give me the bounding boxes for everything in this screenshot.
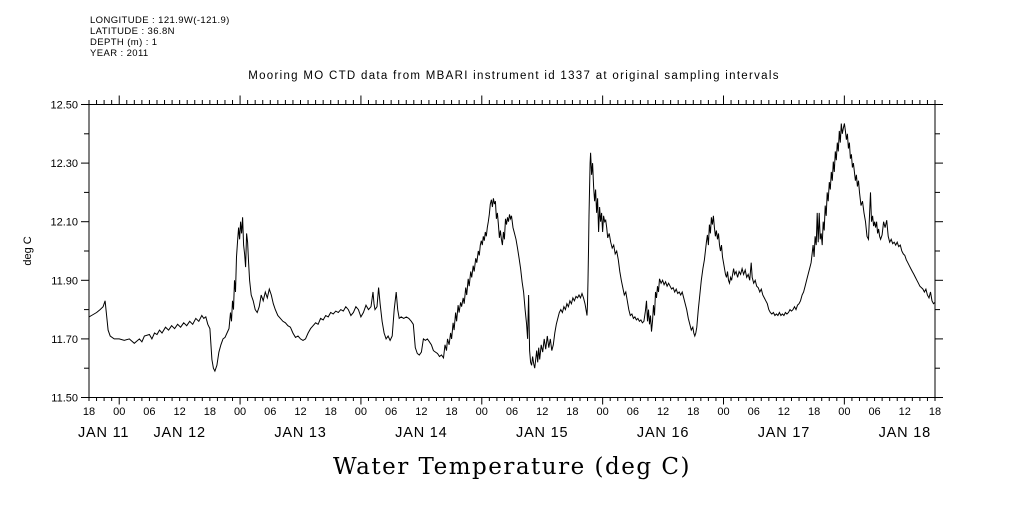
x-hour-label: 06 [506,406,518,418]
x-date-labels: JAN 11 JAN 12 JAN 13 JAN 14 JAN 15 JAN 16 JAN … [78,425,931,441]
x-hour-tick-labels: 18 00 06 12 18 00 06 12 18 00 06 12 18 00 06 12 18 00 06 12… [83,406,941,418]
y-tick-label: 12.10 [50,217,78,229]
y-tick-label: 12.50 [50,100,78,112]
x-hour-label: 06 [385,406,397,418]
axis-ticks [81,95,943,405]
x-date-label: JAN 14 [395,425,447,441]
plot-title: Mooring MO CTD data from MBARI instrumen… [248,70,780,82]
y-tick-label: 11.70 [51,334,78,346]
x-hour-label: 00 [234,406,246,418]
x-hour-label: 18 [566,406,578,418]
x-hour-label: 06 [868,406,880,418]
x-date-label: JAN 18 [879,425,931,441]
x-hour-label: 18 [929,406,941,418]
y-tick-label: 11.90 [51,275,78,287]
x-hour-label: 06 [264,406,276,418]
x-hour-label: 00 [476,406,488,418]
x-hour-label: 06 [143,406,155,418]
x-hour-label: 18 [687,406,699,418]
x-hour-label: 12 [778,406,790,418]
x-hour-label: 18 [445,406,457,418]
x-hour-label: 18 [204,406,216,418]
x-date-label: JAN 13 [274,425,326,441]
y-tick-label: 11.50 [51,393,78,405]
x-hour-label: 12 [657,406,669,418]
x-hour-label: 18 [83,406,95,418]
temperature-series-line [88,123,936,373]
x-hour-label: 00 [717,406,729,418]
y-tick-labels: 12.50 12.30 12.10 11.90 11.70 11.50 [50,100,78,405]
x-hour-label: 06 [627,406,639,418]
header-depth: DEPTH (m) : 1 [90,37,157,48]
x-hour-label: 18 [808,406,820,418]
x-hour-label: 12 [174,406,186,418]
x-hour-label: 06 [748,406,760,418]
x-hour-label: 00 [597,406,609,418]
x-hour-label: 00 [113,406,125,418]
header-longitude: LONGITUDE : 121.9W(-121.9) [90,15,230,26]
x-date-label: JAN 15 [516,425,568,441]
bottom-axis-title: Water Temperature (deg C) [333,454,691,480]
y-axis-label: deg C [22,236,34,265]
y-tick-label: 12.30 [50,158,78,170]
header-year: YEAR : 2011 [90,48,149,59]
header-latitude: LATITUDE : 36.8N [90,26,175,37]
x-date-label: JAN 17 [758,425,810,441]
x-hour-label: 12 [536,406,548,418]
x-hour-label: 12 [415,406,427,418]
x-hour-label: 00 [355,406,367,418]
plot-frame [88,104,936,398]
x-date-label: JAN 12 [153,425,205,441]
x-hour-label: 12 [899,406,911,418]
x-hour-label: 00 [838,406,850,418]
x-hour-label: 18 [325,406,337,418]
x-date-label: JAN 11 [78,425,129,441]
x-date-label: JAN 16 [637,425,689,441]
x-hour-label: 12 [294,406,306,418]
